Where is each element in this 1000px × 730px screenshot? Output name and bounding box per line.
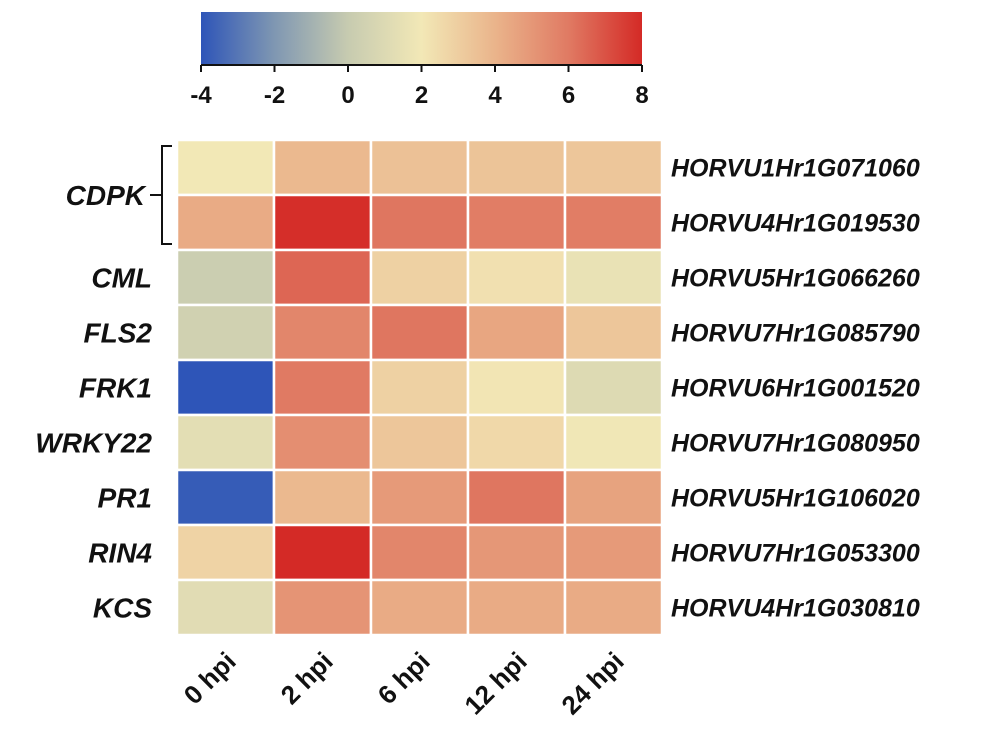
heatmap-cell xyxy=(466,358,567,417)
time-point-labels: 0 hpi 2 hpi 6 hpi 12 hpi 24 hpi xyxy=(178,646,630,720)
gene-id-label: HORVU7Hr1G085790 xyxy=(671,320,920,348)
group-bracket xyxy=(150,145,172,245)
heatmap-cell xyxy=(175,303,276,362)
colorbar-tick-label: 8 xyxy=(635,82,648,109)
gene-group-label: CDPK xyxy=(66,180,147,211)
heatmap-cell xyxy=(272,248,373,307)
heatmap-cell xyxy=(175,248,276,307)
gene-id-labels: HORVU1Hr1G071060 HORVU4Hr1G019530 HORVU5Hr… xyxy=(671,155,920,623)
heatmap-cell xyxy=(369,523,470,582)
heatmap-cells xyxy=(175,138,664,637)
gene-group-label: WRKY22 xyxy=(35,428,152,459)
gene-group-label: CML xyxy=(91,263,152,294)
colorbar-rect xyxy=(201,12,642,65)
heatmap-cell xyxy=(563,248,664,307)
time-point-label: 12 hpi xyxy=(458,646,532,720)
heatmap-cell xyxy=(272,358,373,417)
gene-id-label: HORVU4Hr1G030810 xyxy=(671,595,920,623)
heatmap-cell xyxy=(563,413,664,472)
heatmap-cell xyxy=(563,193,664,252)
gene-id-label: HORVU5Hr1G066260 xyxy=(671,265,920,293)
heatmap-cell xyxy=(369,578,470,637)
gene-group-label: KCS xyxy=(93,593,152,624)
heatmap-cell xyxy=(563,303,664,362)
heatmap-cell xyxy=(563,578,664,637)
heatmap-cell xyxy=(175,468,276,527)
time-point-label: 2 hpi xyxy=(275,646,339,710)
gene-id-label: HORVU7Hr1G053300 xyxy=(671,540,920,568)
heatmap-cell xyxy=(175,138,276,197)
gene-group-label: FLS2 xyxy=(84,318,153,349)
heatmap-cell xyxy=(466,248,567,307)
heatmap-cell xyxy=(272,523,373,582)
time-point-label: 24 hpi xyxy=(555,646,629,720)
colorbar-tick-label: 6 xyxy=(562,82,575,109)
heatmap-cell xyxy=(272,413,373,472)
heatmap-cell xyxy=(175,578,276,637)
heatmap-cell xyxy=(466,138,567,197)
heatmap-cell xyxy=(175,523,276,582)
heatmap-cell xyxy=(466,523,567,582)
heatmap-cell xyxy=(272,468,373,527)
heatmap-cell xyxy=(369,358,470,417)
colorbar-tick-label: 4 xyxy=(488,82,502,109)
time-point-label: 0 hpi xyxy=(178,646,242,710)
heatmap-cell xyxy=(175,193,276,252)
heatmap-cell xyxy=(369,248,470,307)
gene-group-labels: CDPK CML FLS2 FRK1 WRKY22 PR1 RIN4 KCS xyxy=(35,145,172,624)
gene-id-label: HORVU4Hr1G019530 xyxy=(671,210,920,238)
colorbar-tick-label: 2 xyxy=(415,82,428,109)
colorbar-tick-label: -2 xyxy=(264,82,285,109)
heatmap-cell xyxy=(466,578,567,637)
heatmap-cell xyxy=(369,413,470,472)
gene-group-label: PR1 xyxy=(98,483,152,514)
time-point-label: 6 hpi xyxy=(372,646,436,710)
gene-id-label: HORVU7Hr1G080950 xyxy=(671,430,920,458)
heatmap-cell xyxy=(466,413,567,472)
heatmap-cell xyxy=(466,303,567,362)
gene-group-label: FRK1 xyxy=(79,373,152,404)
heatmap-cell xyxy=(563,523,664,582)
heatmap-cell xyxy=(563,138,664,197)
heatmap-cell xyxy=(175,358,276,417)
colorbar-tick-label: 0 xyxy=(341,82,354,109)
gene-id-label: HORVU6Hr1G001520 xyxy=(671,375,920,403)
heatmap-cell xyxy=(272,138,373,197)
heatmap-cell xyxy=(272,578,373,637)
gene-id-label: HORVU5Hr1G106020 xyxy=(671,485,920,513)
heatmap-cell xyxy=(369,138,470,197)
heatmap-cell xyxy=(175,413,276,472)
heatmap-cell xyxy=(466,193,567,252)
heatmap-cell xyxy=(563,468,664,527)
colorbar: -4 -2 0 2 4 6 8 xyxy=(190,12,649,109)
heatmap-cell xyxy=(369,303,470,362)
heatmap-cell xyxy=(563,358,664,417)
heatmap-cell xyxy=(272,303,373,362)
heatmap-cell xyxy=(466,468,567,527)
heatmap-cell xyxy=(369,468,470,527)
gene-group-label: RIN4 xyxy=(88,538,152,569)
heatmap-cell xyxy=(369,193,470,252)
heatmap-cell xyxy=(272,193,373,252)
colorbar-tick-label: -4 xyxy=(190,82,212,109)
gene-id-label: HORVU1Hr1G071060 xyxy=(671,155,920,183)
